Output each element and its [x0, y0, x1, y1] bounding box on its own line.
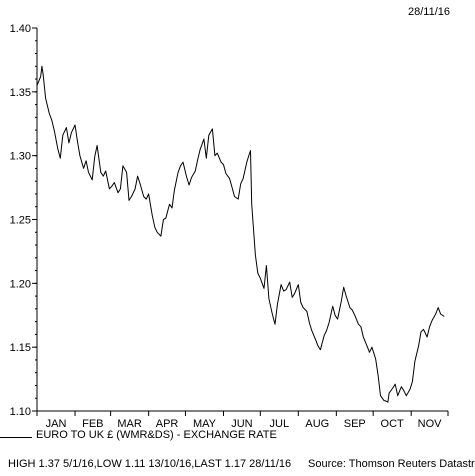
- source-credit: Source: Thomson Reuters Datastream: [308, 458, 475, 470]
- x-tick-label: APR: [156, 418, 179, 430]
- x-tick-label: NOV: [418, 418, 443, 430]
- legend: EURO TO UK £ (WMR&DS) - EXCHANGE RATE: [0, 429, 475, 445]
- x-tick-label: JUL: [270, 418, 290, 430]
- y-tick-label: 1.15: [10, 342, 31, 354]
- x-tick-label: JUN: [231, 418, 252, 430]
- x-tick-label: MAR: [117, 418, 142, 430]
- x-tick-label: OCT: [381, 418, 405, 430]
- legend-series-label: EURO TO UK £ (WMR&DS) - EXCHANGE RATE: [36, 429, 277, 441]
- legend-line-swatch: [0, 437, 32, 438]
- series-line: [36, 65, 445, 403]
- y-tick-label: 1.30: [10, 151, 31, 163]
- x-tick-label: MAY: [193, 418, 217, 430]
- x-tick-label: JAN: [46, 418, 67, 430]
- x-tick-labels: JAN FEB MAR APR MAY JUN JUL AUG SEP OCT NOV: [46, 418, 443, 430]
- stats-summary: HIGH 1.37 5/1/16,LOW 1.11 13/10/16,LAST …: [8, 458, 292, 470]
- y-tick-label: 1.25: [10, 215, 31, 227]
- y-tick-labels: 1.10 1.15 1.20 1.25 1.30 1.35 1.40: [10, 23, 31, 418]
- x-tick-label: SEP: [344, 418, 366, 430]
- y-tick-label: 1.35: [10, 87, 31, 99]
- x-tick-label: FEB: [82, 418, 103, 430]
- x-tick-label: AUG: [305, 418, 329, 430]
- date-stamp: 28/11/16: [408, 6, 451, 18]
- series-plot: [36, 65, 445, 403]
- chart-axes: [32, 27, 449, 416]
- y-tick-label: 1.20: [10, 278, 31, 290]
- y-tick-label: 1.40: [10, 23, 31, 35]
- y-tick-label: 1.10: [10, 406, 31, 418]
